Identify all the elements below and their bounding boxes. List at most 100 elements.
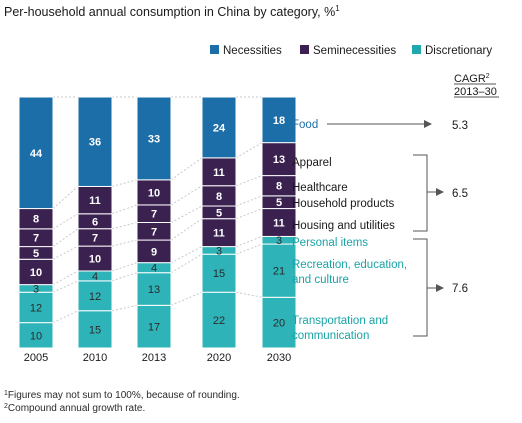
- footnote-2: 2Compound annual growth rate.: [4, 403, 145, 414]
- data-label-recreation-education-and-culture-2005: 12: [30, 302, 42, 314]
- connector-transportation-and-communication-2013: [170, 291, 203, 306]
- data-label-household-products-2005: 5: [33, 248, 39, 260]
- data-label-apparel-2013: 10: [148, 187, 160, 199]
- data-label-transportation-and-communication-2005: 10: [30, 330, 42, 342]
- connector-household-products-2020: [235, 195, 263, 207]
- footnote-text-2: Compound annual growth rate.: [8, 403, 145, 414]
- data-label-personal-items-2020: 3: [216, 245, 222, 257]
- data-label-healthcare-2013: 7: [151, 209, 157, 221]
- data-label-transportation-and-communication-2010: 15: [89, 324, 101, 336]
- bar-transportation-and-communication-2005: [18, 322, 54, 349]
- bar-apparel-2010: [77, 185, 113, 215]
- bar-recreation-education-and-culture-2020: [201, 253, 237, 293]
- connector-personal-items-2013: [170, 246, 203, 264]
- year-labels: 2005 2010 2013 2020 2030: [24, 352, 291, 364]
- category-label-communication: communication: [292, 330, 369, 342]
- category-label-healthcare: Healthcare: [292, 182, 348, 194]
- data-label-food-2013: 33: [148, 133, 160, 145]
- connector-household-products-2010: [111, 222, 138, 230]
- connector-apparel-2020: [235, 142, 263, 159]
- data-label-personal-items-2013: 4: [151, 263, 157, 275]
- legend-label-seminecessities: Seminecessities: [313, 45, 396, 57]
- connector-household-products-2013: [170, 205, 203, 223]
- x-tick-label-2010: 2010: [83, 352, 107, 364]
- bar-food-2030: [261, 96, 297, 144]
- bar-food-2010: [77, 96, 113, 187]
- data-label-housing-and-utilities-2020: 11: [213, 228, 225, 240]
- chart-title: Per-household annual consumption in Chin…: [4, 4, 340, 19]
- bar-housing-and-utilities-2020: [201, 218, 237, 248]
- data-label-recreation-education-and-culture-2020: 15: [213, 268, 225, 280]
- connector-housing-and-utilities-2005: [52, 245, 79, 260]
- data-label-food-2005: 44: [30, 148, 43, 160]
- bar-apparel-2020: [201, 157, 237, 187]
- connector-healthcare-2013: [170, 185, 203, 206]
- data-label-housing-and-utilities-2013: 9: [151, 246, 157, 258]
- data-label-personal-items-2005: 3: [33, 283, 39, 295]
- data-label-recreation-education-and-culture-2030: 21: [273, 266, 285, 278]
- x-tick-label-2005: 2005: [24, 352, 48, 364]
- connector-transportation-and-communication-2020: [235, 291, 263, 298]
- connector-healthcare-2020: [235, 175, 263, 187]
- connector-lines: [52, 96, 263, 324]
- connector-transportation-and-communication-2005: [52, 310, 79, 324]
- legend-swatch-discretionary: [412, 45, 421, 54]
- bar-recreation-education-and-culture-2005: [18, 291, 54, 324]
- connector-housing-and-utilities-2010: [111, 239, 138, 247]
- legend-swatch-seminecessities: [300, 45, 309, 54]
- annotations: [327, 83, 499, 337]
- legend: Necessities Seminecessities Discretionary: [210, 45, 492, 57]
- data-label-personal-items-2030: 3: [276, 235, 282, 247]
- connector-transportation-and-communication-2010: [111, 304, 138, 312]
- text-layer: Per-household annual consumption in Chin…: [4, 4, 497, 414]
- data-label-healthcare-2030: 8: [276, 181, 282, 193]
- connector-recreation-education-and-culture-2010: [111, 272, 138, 282]
- cagr-value-seminecessities: 6.5: [452, 188, 468, 200]
- footnote-text-1: Figures may not sum to 100%, because of …: [8, 390, 240, 401]
- legend-label-necessities: Necessities: [223, 45, 282, 57]
- data-label-healthcare-2020: 8: [216, 191, 222, 203]
- data-label-transportation-and-communication-2020: 22: [213, 315, 225, 327]
- footnote-marker-1: 1: [4, 390, 8, 397]
- connector-healthcare-2010: [111, 204, 138, 215]
- connector-apparel-2005: [52, 186, 79, 209]
- category-label-food: Food: [292, 119, 318, 131]
- category-label-transportation-and: Transportation and: [292, 315, 388, 327]
- bar-apparel-2030: [261, 142, 297, 177]
- bar-apparel-2013: [136, 179, 172, 206]
- data-label-transportation-and-communication-2013: 17: [148, 322, 160, 334]
- data-label-apparel-2010: 11: [89, 195, 101, 207]
- bar-food-2020: [201, 96, 237, 159]
- data-label-healthcare-2010: 6: [92, 216, 98, 228]
- data-label-apparel-2005: 8: [33, 214, 39, 226]
- data-label-healthcare-2005: 7: [33, 233, 39, 245]
- x-tick-label-2013: 2013: [142, 352, 166, 364]
- connector-personal-items-2010: [111, 262, 138, 272]
- connector-personal-items-2005: [52, 270, 79, 286]
- discretionary-bracket: [413, 238, 428, 337]
- data-label-apparel-2020: 11: [213, 167, 225, 179]
- footnote-marker-2: 2: [4, 403, 8, 410]
- title-footnote-marker: 1: [335, 4, 340, 13]
- seminecessities-arrow-head: [436, 188, 444, 196]
- data-label-food-2020: 24: [213, 122, 226, 134]
- cagr-period: 2013–30: [454, 86, 497, 98]
- connector-recreation-education-and-culture-2005: [52, 280, 79, 293]
- legend-label-discretionary: Discretionary: [425, 45, 492, 57]
- connector-housing-and-utilities-2013: [170, 218, 203, 241]
- discretionary-arrow-head: [436, 284, 444, 292]
- x-tick-label-2020: 2020: [207, 352, 231, 364]
- cagr-footnote-marker: 2: [486, 73, 490, 80]
- connector-personal-items-2020: [235, 235, 263, 248]
- data-label-apparel-2030: 13: [273, 154, 285, 166]
- data-label-personal-items-2010: 4: [92, 271, 98, 283]
- connector-apparel-2010: [111, 179, 138, 187]
- data-label-household-products-2020: 5: [216, 207, 222, 219]
- cagr-value-necessities: 5.3: [452, 120, 468, 132]
- cagr-header: CAGR2: [454, 73, 490, 85]
- connector-apparel-2013: [170, 157, 203, 181]
- connector-healthcare-2005: [52, 213, 79, 230]
